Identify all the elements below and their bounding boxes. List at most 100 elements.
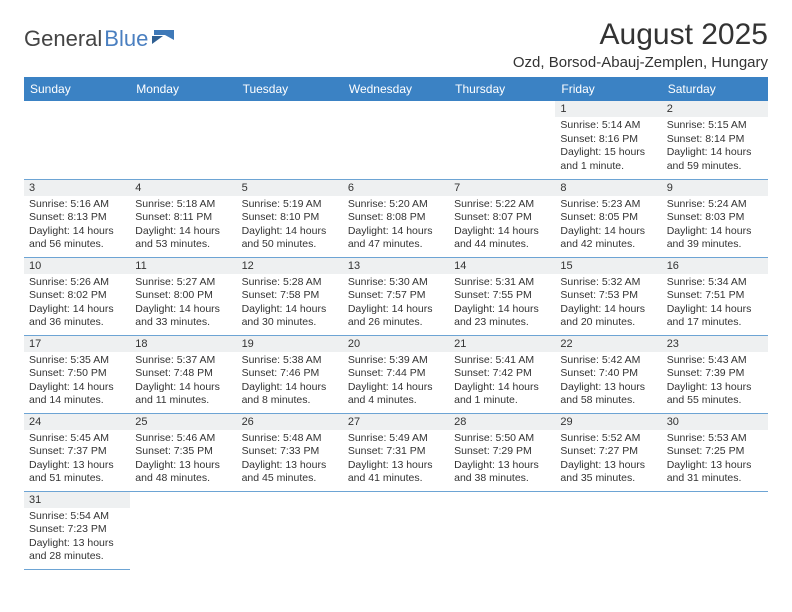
daylight-text: Daylight: 14 hours and 11 minutes. [135,381,231,408]
sunrise-text: Sunrise: 5:15 AM [667,119,763,133]
weekday-header-row: Sunday Monday Tuesday Wednesday Thursday… [24,77,768,101]
day-content: Sunrise: 5:18 AMSunset: 8:11 PMDaylight:… [130,196,236,256]
daylight-text: Daylight: 13 hours and 58 minutes. [560,381,656,408]
day-number: 25 [130,414,236,430]
daylight-text: Daylight: 13 hours and 38 minutes. [454,459,550,486]
sunset-text: Sunset: 8:08 PM [348,211,444,225]
day-content: Sunrise: 5:31 AMSunset: 7:55 PMDaylight:… [449,274,555,334]
calendar-day-cell: 18Sunrise: 5:37 AMSunset: 7:48 PMDayligh… [130,335,236,413]
day-content: Sunrise: 5:19 AMSunset: 8:10 PMDaylight:… [237,196,343,256]
day-content: Sunrise: 5:48 AMSunset: 7:33 PMDaylight:… [237,430,343,490]
calendar-empty-cell [555,491,661,569]
sunset-text: Sunset: 7:25 PM [667,445,763,459]
day-content: Sunrise: 5:28 AMSunset: 7:58 PMDaylight:… [237,274,343,334]
calendar-day-cell: 14Sunrise: 5:31 AMSunset: 7:55 PMDayligh… [449,257,555,335]
day-content: Sunrise: 5:39 AMSunset: 7:44 PMDaylight:… [343,352,449,412]
calendar-day-cell: 19Sunrise: 5:38 AMSunset: 7:46 PMDayligh… [237,335,343,413]
sunset-text: Sunset: 8:10 PM [242,211,338,225]
sunset-text: Sunset: 7:37 PM [29,445,125,459]
calendar-empty-cell [662,491,768,569]
sunset-text: Sunset: 7:48 PM [135,367,231,381]
day-number: 28 [449,414,555,430]
daylight-text: Daylight: 14 hours and 50 minutes. [242,225,338,252]
sunrise-text: Sunrise: 5:39 AM [348,354,444,368]
day-number: 14 [449,258,555,274]
sunrise-text: Sunrise: 5:41 AM [454,354,550,368]
day-number: 5 [237,180,343,196]
logo-text-blue: Blue [104,26,148,52]
sunset-text: Sunset: 7:42 PM [454,367,550,381]
day-number: 22 [555,336,661,352]
calendar-day-cell: 29Sunrise: 5:52 AMSunset: 7:27 PMDayligh… [555,413,661,491]
sunset-text: Sunset: 7:50 PM [29,367,125,381]
day-number: 12 [237,258,343,274]
sunset-text: Sunset: 8:14 PM [667,133,763,147]
day-number: 3 [24,180,130,196]
sunrise-text: Sunrise: 5:19 AM [242,198,338,212]
calendar-day-cell: 4Sunrise: 5:18 AMSunset: 8:11 PMDaylight… [130,179,236,257]
logo-text-general: General [24,26,102,52]
day-number: 7 [449,180,555,196]
daylight-text: Daylight: 13 hours and 45 minutes. [242,459,338,486]
sunset-text: Sunset: 7:44 PM [348,367,444,381]
day-number: 9 [662,180,768,196]
day-number: 16 [662,258,768,274]
day-number: 10 [24,258,130,274]
calendar-day-cell: 6Sunrise: 5:20 AMSunset: 8:08 PMDaylight… [343,179,449,257]
day-number: 29 [555,414,661,430]
day-number: 15 [555,258,661,274]
sunrise-text: Sunrise: 5:48 AM [242,432,338,446]
sunset-text: Sunset: 7:51 PM [667,289,763,303]
sunrise-text: Sunrise: 5:20 AM [348,198,444,212]
calendar-day-cell: 27Sunrise: 5:49 AMSunset: 7:31 PMDayligh… [343,413,449,491]
weekday-header: Thursday [449,77,555,101]
calendar-day-cell: 12Sunrise: 5:28 AMSunset: 7:58 PMDayligh… [237,257,343,335]
sunrise-text: Sunrise: 5:30 AM [348,276,444,290]
day-content: Sunrise: 5:38 AMSunset: 7:46 PMDaylight:… [237,352,343,412]
day-content: Sunrise: 5:15 AMSunset: 8:14 PMDaylight:… [662,117,768,177]
calendar-day-cell: 11Sunrise: 5:27 AMSunset: 8:00 PMDayligh… [130,257,236,335]
daylight-text: Daylight: 13 hours and 28 minutes. [29,537,125,564]
daylight-text: Daylight: 14 hours and 26 minutes. [348,303,444,330]
weekday-header: Sunday [24,77,130,101]
day-number: 31 [24,492,130,508]
calendar-day-cell: 16 Sunrise: 5:34 AMSunset: 7:51 PMDayligh… [662,257,768,335]
day-content: Sunrise: 5:27 AMSunset: 8:00 PMDaylight:… [130,274,236,334]
sunrise-text: Sunrise: 5:50 AM [454,432,550,446]
daylight-text: Daylight: 14 hours and 33 minutes. [135,303,231,330]
daylight-text: Daylight: 14 hours and 47 minutes. [348,225,444,252]
daylight-text: Daylight: 14 hours and 14 minutes. [29,381,125,408]
daylight-text: Daylight: 14 hours and 1 minute. [454,381,550,408]
sunset-text: Sunset: 8:03 PM [667,211,763,225]
day-number: 26 [237,414,343,430]
sunrise-text: Sunrise: 5:28 AM [242,276,338,290]
header: GeneralBlue August 2025 Ozd, Borsod-Abau… [24,18,768,71]
sunrise-text: Sunrise: 5:46 AM [135,432,231,446]
day-number: 1 [555,101,661,117]
day-number: 18 [130,336,236,352]
sunrise-text: Sunrise: 5:31 AM [454,276,550,290]
daylight-text: Daylight: 14 hours and 56 minutes. [29,225,125,252]
sunrise-text: Sunrise: 5:49 AM [348,432,444,446]
day-number: 17 [24,336,130,352]
sunrise-text: Sunrise: 5:34 AM [667,276,763,290]
sunset-text: Sunset: 7:31 PM [348,445,444,459]
day-content: Sunrise: 5:42 AMSunset: 7:40 PMDaylight:… [555,352,661,412]
sunrise-text: Sunrise: 5:22 AM [454,198,550,212]
day-content: Sunrise: 5:24 AMSunset: 8:03 PMDaylight:… [662,196,768,256]
sunset-text: Sunset: 7:57 PM [348,289,444,303]
day-number: 6 [343,180,449,196]
sunset-text: Sunset: 7:33 PM [242,445,338,459]
day-content: Sunrise: 5:20 AMSunset: 8:08 PMDaylight:… [343,196,449,256]
day-number: 8 [555,180,661,196]
day-content: Sunrise: 5:22 AMSunset: 8:07 PMDaylight:… [449,196,555,256]
daylight-text: Daylight: 13 hours and 41 minutes. [348,459,444,486]
day-content: Sunrise: 5:49 AMSunset: 7:31 PMDaylight:… [343,430,449,490]
daylight-text: Daylight: 14 hours and 17 minutes. [667,303,763,330]
sunset-text: Sunset: 7:27 PM [560,445,656,459]
sunrise-text: Sunrise: 5:35 AM [29,354,125,368]
sunset-text: Sunset: 8:05 PM [560,211,656,225]
calendar-day-cell: 31Sunrise: 5:54 AMSunset: 7:23 PMDayligh… [24,491,130,569]
calendar-day-cell: 23Sunrise: 5:43 AMSunset: 7:39 PMDayligh… [662,335,768,413]
calendar-day-cell: 26Sunrise: 5:48 AMSunset: 7:33 PMDayligh… [237,413,343,491]
